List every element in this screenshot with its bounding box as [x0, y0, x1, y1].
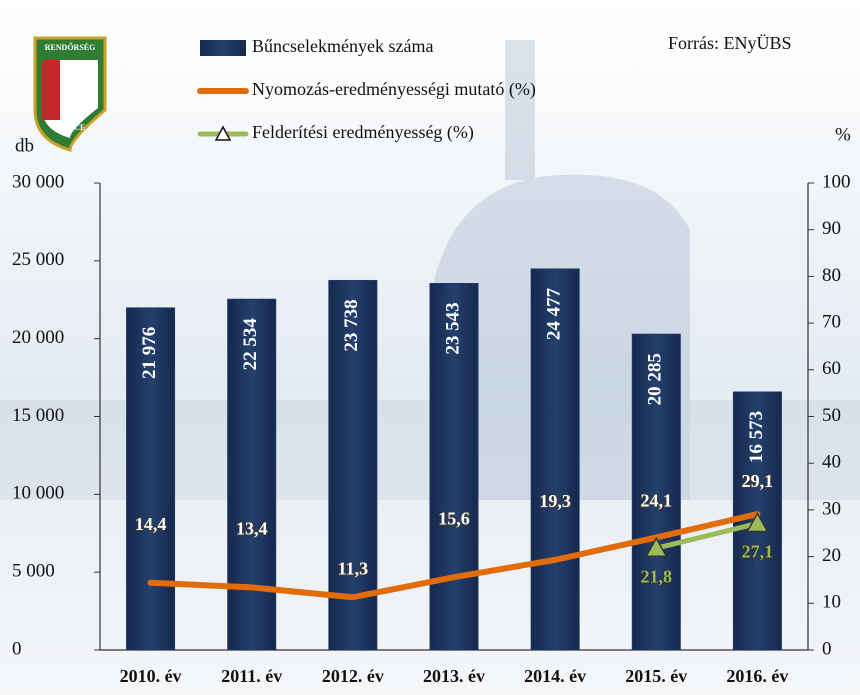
x-tick-label: 2015. év: [625, 666, 687, 686]
logo: RENDŐRSÉG POLICE: [33, 36, 107, 152]
line-value-label: 19,3: [539, 491, 571, 511]
line-value-label: 13,4: [236, 519, 268, 539]
bar-value-label: 23 543: [442, 302, 463, 354]
line: [653, 520, 760, 551]
bar: [631, 333, 681, 651]
y-tick-label: 15 000: [12, 405, 64, 426]
bar: [732, 391, 782, 651]
y2-tick-label: 30: [822, 498, 841, 519]
y2-tick-label: 10: [822, 592, 841, 613]
x-tick-label: 2013. év: [423, 666, 485, 686]
y-tick-label: 30 000: [12, 171, 64, 192]
logo-text: POLICE: [55, 123, 86, 132]
y2-tick-label: 100: [822, 171, 851, 192]
y2-tick-label: 70: [822, 311, 841, 332]
bar-value-label: 23 738: [341, 299, 362, 351]
line-value-label: 15,6: [438, 508, 470, 528]
source: Forrás: ENyÜBS: [668, 33, 792, 53]
bar-value-label: 20 285: [645, 353, 666, 405]
legend-marker: [214, 125, 232, 141]
y2-tick-label: 80: [822, 265, 841, 286]
x-tick-label: 2016. év: [726, 666, 788, 686]
line-value-label: 29,1: [742, 471, 774, 491]
y2-tick-label: 90: [822, 218, 841, 239]
y-tick-label: 0: [12, 638, 22, 659]
legend-label: Nyomozás-eredményességi mutató (%): [252, 79, 536, 100]
line-value-label: 27,1: [742, 542, 774, 562]
legend-label: Felderítési eredményesség (%): [252, 122, 474, 143]
bar-value-label: 21 976: [139, 327, 160, 379]
y-tick-label: 20 000: [12, 327, 64, 348]
line-value-label: 21,8: [641, 566, 673, 586]
line-value-label: 11,3: [338, 558, 369, 578]
bar: [126, 307, 176, 651]
bar-value-label: 24 477: [544, 287, 565, 340]
bar-value-label: 16 573: [746, 411, 767, 463]
y-axis-label: db: [15, 135, 34, 156]
legend-swatch: [200, 40, 246, 56]
x-tick-label: 2011. év: [221, 666, 282, 686]
line-value-label: 14,4: [135, 514, 167, 534]
y-tick-label: 5 000: [12, 561, 55, 582]
x-tick-label: 2012. év: [322, 666, 384, 686]
legend-label: Bűncselekmények száma: [252, 36, 433, 56]
y2-tick-label: 20: [822, 545, 841, 566]
logo-text: RENDŐRSÉG: [45, 42, 96, 52]
y2-tick-label: 60: [822, 358, 841, 379]
line-value-label: 24,1: [641, 491, 673, 511]
y2-axis-label: %: [835, 124, 851, 145]
bar: [429, 283, 479, 651]
x-tick-label: 2010. év: [120, 666, 182, 686]
marker: [645, 536, 668, 557]
y2-tick-label: 0: [822, 638, 832, 659]
bar: [328, 279, 378, 651]
marker: [746, 511, 769, 533]
bar-value-label: 22 534: [240, 318, 261, 371]
y2-tick-label: 50: [822, 405, 841, 426]
y-tick-label: 25 000: [12, 249, 64, 270]
y-tick-label: 10 000: [12, 483, 64, 504]
x-tick-label: 2014. év: [524, 666, 586, 686]
bar: [530, 268, 580, 651]
y2-tick-label: 40: [822, 452, 841, 473]
